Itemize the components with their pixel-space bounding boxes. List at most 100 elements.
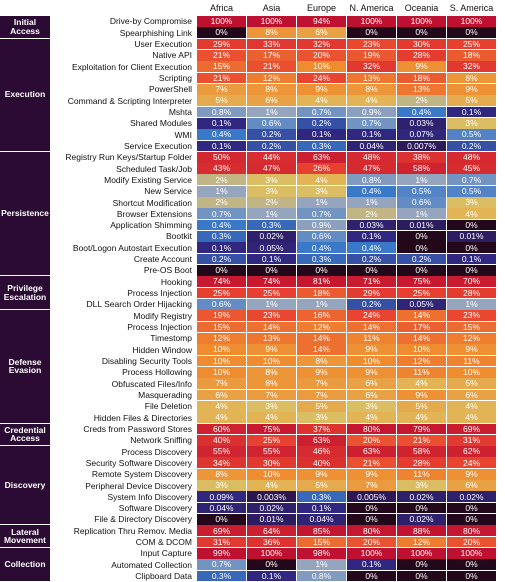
value-cell: 3% — [397, 480, 446, 491]
value-cell: 38% — [397, 151, 446, 163]
value-cell: 1% — [247, 208, 296, 220]
value-cell: 11% — [397, 366, 446, 378]
value-cell: 100% — [447, 16, 496, 27]
value-cell: 7% — [297, 389, 346, 401]
value-cell: 55% — [247, 446, 296, 457]
value-cell: 70% — [447, 276, 496, 288]
column-header: Asia — [262, 2, 281, 13]
technique-label: Network Sniffing — [130, 435, 192, 446]
value-cell: 80% — [347, 525, 396, 537]
value-cell: 8% — [347, 83, 396, 95]
value-cell: 0.8% — [297, 570, 346, 582]
value-cell: 0.5% — [447, 185, 496, 197]
value-cell: 0.1% — [197, 117, 246, 129]
value-cell: 0.2% — [197, 253, 246, 265]
value-cell: 11% — [447, 355, 496, 367]
value-cell: 63% — [297, 434, 346, 446]
value-cell: 45% — [447, 163, 496, 174]
technique-label: Native API — [152, 50, 192, 61]
value-cell: 23% — [447, 310, 496, 322]
value-cell: 0.02% — [247, 502, 296, 514]
value-cell: 85% — [297, 525, 346, 537]
value-cell: 0.4% — [397, 106, 446, 118]
technique-label: Process Hollowing — [122, 367, 192, 378]
value-cell: 3% — [347, 400, 396, 412]
value-cell: 18% — [447, 49, 496, 61]
value-cell: 13% — [247, 332, 296, 344]
technique-label: Registry Run Keys/Startup Folder — [65, 152, 192, 163]
value-cell: 4% — [247, 480, 296, 491]
value-cell: 10% — [197, 344, 246, 355]
value-cell: 33% — [247, 38, 296, 50]
value-cell: 12% — [297, 321, 346, 333]
value-cell: 14% — [297, 344, 346, 355]
value-cell: 9% — [447, 344, 496, 355]
value-cell: 1% — [297, 559, 346, 571]
value-cell: 0.9% — [347, 106, 396, 118]
technique-label: Boot/Logon Autostart Execution — [72, 242, 192, 253]
value-cell: 2% — [397, 95, 446, 106]
tactic-label: Lateral Movement — [0, 525, 50, 549]
value-cell: 10% — [447, 366, 496, 378]
value-cell: 2% — [197, 197, 246, 208]
value-cell: 0% — [447, 219, 496, 231]
value-cell: 100% — [197, 16, 246, 27]
value-cell: 5% — [447, 95, 496, 106]
value-cell: 25% — [247, 287, 296, 299]
value-cell: 0.8% — [347, 174, 396, 186]
value-cell: 25% — [197, 287, 246, 299]
technique-label: Creds from Password Stores — [83, 423, 192, 434]
value-cell: 11% — [397, 468, 446, 480]
technique-label: Process Discovery — [121, 446, 192, 457]
value-cell: 37% — [297, 423, 346, 435]
tactic-label: Discovery — [0, 446, 50, 526]
value-cell: 0.1% — [447, 106, 496, 118]
value-cell: 11% — [347, 332, 396, 344]
value-cell: 8% — [247, 27, 296, 39]
technique-label: COM & DCOM — [135, 537, 192, 548]
technique-label: Service Execution — [123, 140, 192, 151]
technique-label: Modify Existing Service — [104, 174, 192, 185]
value-cell: 0.3% — [197, 570, 246, 582]
technique-label: File Deletion — [144, 401, 192, 412]
value-cell: 100% — [397, 16, 446, 27]
value-cell: 32% — [297, 38, 346, 50]
value-cell: 16% — [297, 310, 346, 322]
value-cell: 6% — [447, 389, 496, 401]
value-cell: 0.1% — [347, 129, 396, 140]
technique-label: PowerShell — [149, 84, 192, 95]
tactic-label: Credential Access — [0, 423, 50, 447]
value-cell: 0.4% — [197, 219, 246, 231]
technique-label: Process Injection — [127, 288, 192, 299]
technique-label: Mshta — [168, 106, 192, 117]
technique-label: Shortcut Modification — [112, 197, 192, 208]
value-cell: 0% — [397, 242, 446, 254]
value-cell: 0.9% — [297, 219, 346, 231]
value-cell: 0.02% — [447, 491, 496, 503]
value-cell: 0% — [397, 559, 446, 571]
value-cell: 0.7% — [197, 208, 246, 220]
value-cell: 23% — [247, 310, 296, 322]
technique-label: Spearphishing Link — [119, 27, 192, 38]
value-cell: 0.3% — [247, 219, 296, 231]
value-cell: 0.005% — [347, 491, 396, 503]
value-cell: 30% — [397, 38, 446, 50]
value-cell: 0.1% — [197, 242, 246, 254]
value-cell: 0.7% — [297, 106, 346, 118]
technique-label: Peripheral Device Discovery — [85, 480, 192, 491]
value-cell: 4% — [197, 400, 246, 412]
technique-label: Input Capture — [140, 548, 192, 559]
value-cell: 7% — [247, 389, 296, 401]
tactic-label: Collection — [0, 548, 50, 582]
value-cell: 4% — [397, 378, 446, 389]
value-cell: 0.07% — [397, 129, 446, 140]
technique-label: Command & Scripting Interpreter — [67, 95, 192, 106]
value-cell: 0% — [447, 559, 496, 571]
value-cell: 9% — [297, 83, 346, 95]
technique-label: File & Directory Discovery — [94, 514, 192, 525]
value-cell: 18% — [397, 72, 446, 84]
value-cell: 15% — [197, 61, 246, 72]
value-cell: 1% — [197, 185, 246, 197]
technique-label: Pre-OS Boot — [143, 265, 192, 276]
